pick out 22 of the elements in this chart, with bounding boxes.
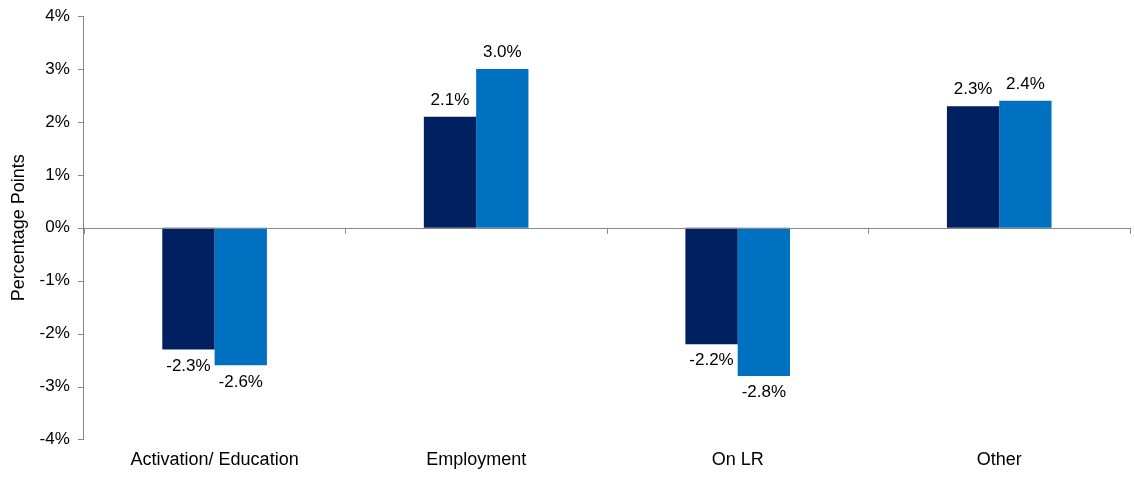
y-tick-label: -1% bbox=[39, 270, 70, 290]
y-tick-label: 1% bbox=[45, 164, 70, 184]
data-label: -2.6% bbox=[218, 371, 263, 391]
x-tick-label: Other bbox=[976, 449, 1022, 470]
y-tick-label: -4% bbox=[39, 429, 70, 449]
data-label: -2.3% bbox=[166, 355, 211, 375]
y-tick-label: -2% bbox=[39, 323, 70, 343]
data-label: -2.2% bbox=[689, 350, 734, 370]
y-tick-label: -3% bbox=[39, 376, 70, 396]
x-tick-label: On LR bbox=[711, 449, 764, 470]
y-tick-label: 4% bbox=[45, 5, 70, 25]
data-label: 2.4% bbox=[1006, 74, 1045, 94]
data-label: 2.1% bbox=[430, 89, 470, 109]
data-label: 2.3% bbox=[953, 79, 993, 99]
x-tick-label: Activation/ Education bbox=[130, 449, 299, 470]
y-tick-label: 3% bbox=[45, 58, 70, 78]
data-label: -2.8% bbox=[741, 382, 787, 402]
y-tick-label: 0% bbox=[45, 217, 70, 237]
x-tick-label: Employment bbox=[426, 449, 527, 470]
data-label: 3.0% bbox=[482, 42, 522, 62]
y-axis-title: Percentage Points bbox=[7, 154, 28, 302]
y-tick-label: 2% bbox=[45, 111, 70, 131]
